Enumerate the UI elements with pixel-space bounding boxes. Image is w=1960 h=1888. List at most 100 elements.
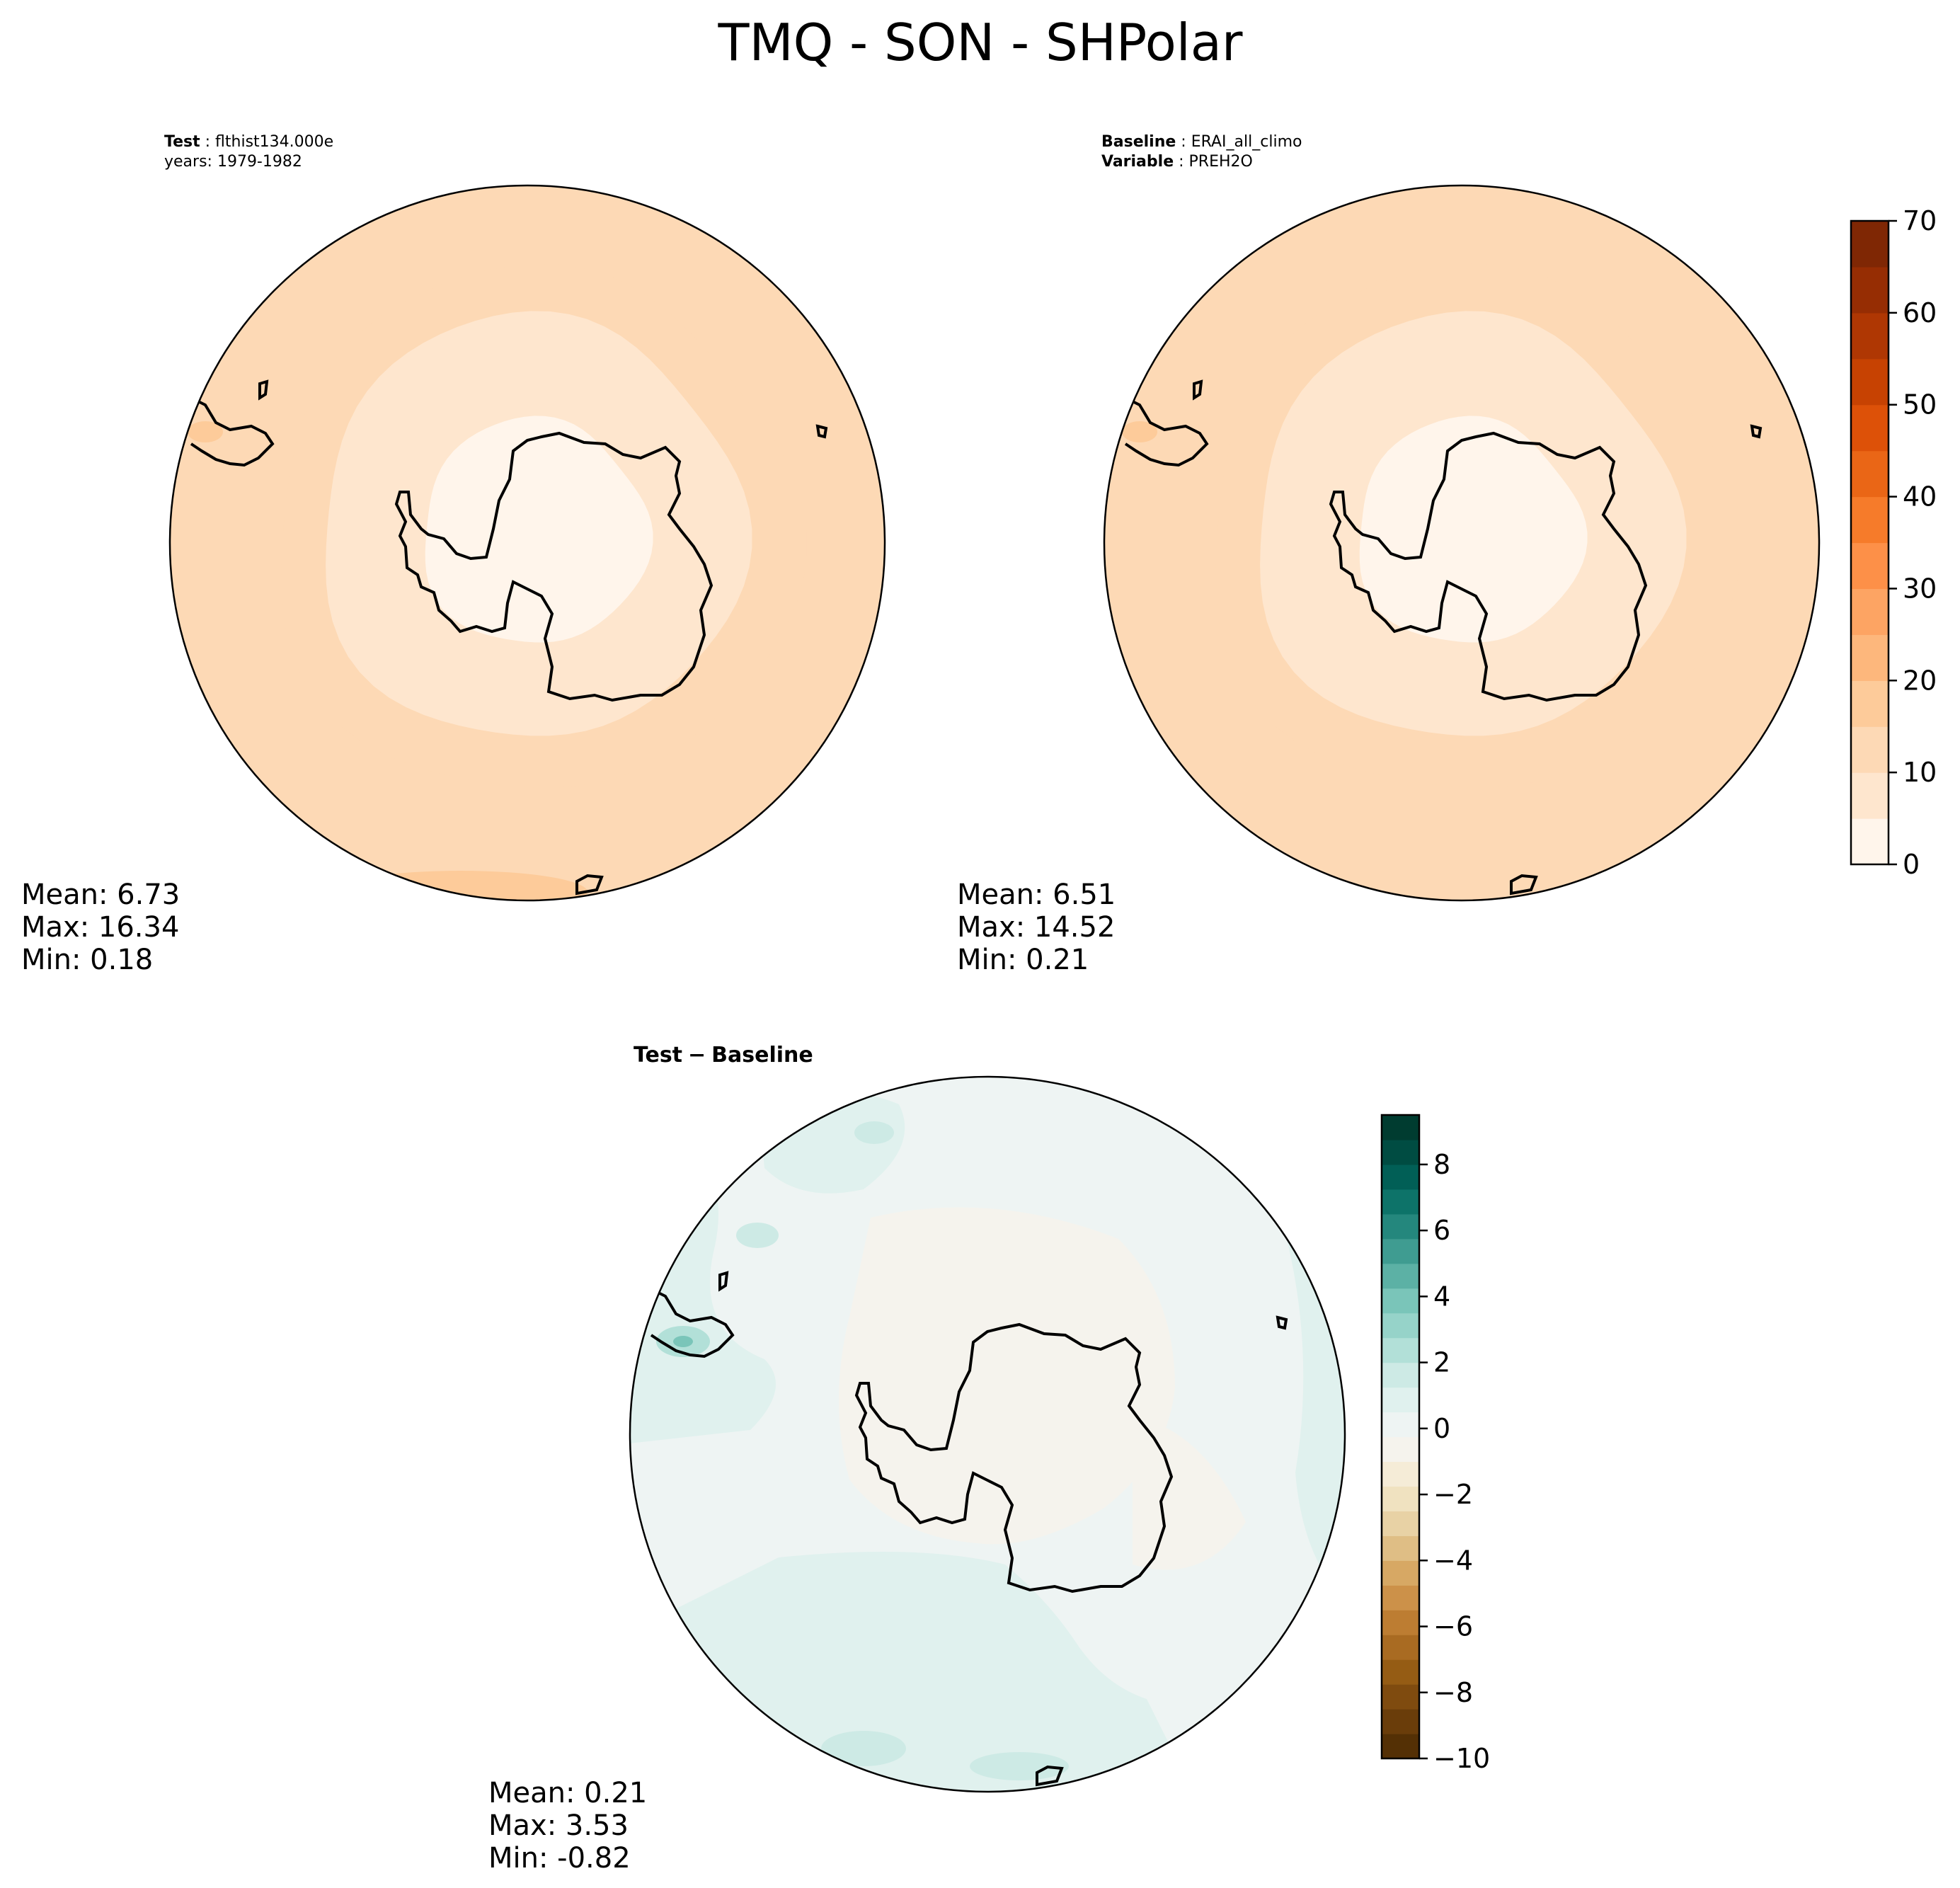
colorbar-segment [1851,542,1889,590]
baseline-min: Min: 0.21 [957,944,1089,976]
main-colorbar-frame [1850,219,1890,866]
baseline-max: Max: 14.52 [957,911,1115,944]
colorbar-segment [1382,1461,1419,1487]
colorbar-tick-label: −10 [1433,1743,1490,1774]
colorbar-segment [1382,1486,1419,1511]
colorbar-segment [1382,1635,1419,1660]
colorbar-segment [1382,1362,1419,1388]
colorbar-segment [1382,1684,1419,1710]
baseline-label-sep: : [1176,133,1191,151]
colorbar-segment [1851,221,1889,268]
baseline-label-key: Baseline [1101,133,1176,151]
colorbar-segment [1382,1213,1419,1240]
colorbar-segment [1382,1560,1419,1586]
colorbar-tick-label: 8 [1433,1149,1450,1180]
colorbar-segment [1382,1238,1419,1264]
baseline-map-boundary [1103,184,1821,902]
test-max: Max: 16.34 [21,911,179,944]
test-years: years: 1979-1982 [164,153,302,171]
baseline-variable-value: PREH2O [1189,153,1253,171]
baseline-island-c [1510,874,1538,896]
main-colorbar-segments [1851,221,1889,865]
colorbar-tick-label: −8 [1433,1677,1473,1708]
colorbar-segment [1382,1288,1419,1314]
baseline-mean: Mean: 6.51 [957,879,1116,911]
baseline-island-b [1750,424,1763,439]
baseline-contour-rings [1104,185,1819,900]
test-map [170,185,885,900]
colorbar-segment [1382,1734,1419,1759]
test-label: Test : flthist134.000e [164,133,333,151]
test-min: Min: 0.18 [21,944,153,976]
colorbar-tick-label: 50 [1903,389,1937,420]
difference-teal-spot-1 [854,1121,894,1144]
baseline-variable-key: Variable [1101,153,1174,171]
colorbar-segment [1382,1535,1419,1561]
difference-title-right: Baseline [711,1043,813,1068]
difference-island-b [1276,1315,1288,1330]
difference-colorbar-segments [1382,1115,1419,1759]
colorbar-segment [1382,1164,1419,1190]
difference-teal-spot-2 [736,1223,779,1248]
colorbar-tick-label: −4 [1433,1545,1473,1576]
colorbar-segment [1851,496,1889,544]
colorbar-segment [1382,1387,1419,1413]
difference-island-a [718,1271,729,1292]
colorbar-segment [1851,358,1889,406]
colorbar-segment [1382,1139,1419,1165]
test-south-america-coast [190,396,275,467]
colorbar-segment [1851,818,1889,865]
difference-min: Min: -0.82 [488,1842,631,1875]
baseline-label: Baseline : ERAI_all_climo [1101,133,1302,151]
difference-map-boundary [629,1075,1346,1793]
colorbar-segment [1851,726,1889,773]
colorbar-tick-label: 6 [1433,1215,1450,1246]
colorbar-segment [1382,1436,1419,1463]
colorbar-segment [1851,312,1889,360]
test-panel: Test : flthist134.000e years: 1979-1982 … [21,133,886,976]
difference-panel: Test − Baseline Mean: 0.2 [488,1043,1346,1875]
difference-teal-spot-5 [970,1752,1069,1780]
contour-ring-interior [425,416,653,643]
test-island-a [258,379,269,401]
colorbar-segment [1851,772,1889,819]
colorbar-segment [1382,1115,1419,1140]
difference-east-teal-band [1281,1203,1345,1600]
colorbar-tick-label: 0 [1433,1413,1450,1444]
main-colorbar-ticks: 0 10 20 30 40 50 60 70 [1889,205,1937,880]
colorbar-segment [1382,1610,1419,1635]
test-island-c [575,874,604,896]
baseline-island-a [1193,379,1203,401]
colorbar-tick-label: 40 [1903,481,1937,513]
colorbar-tick-label: 20 [1903,665,1937,696]
difference-island-c [1036,1765,1064,1787]
colorbar-segment [1382,1659,1419,1685]
difference-title-op: − [688,1043,706,1068]
difference-south-america-coast [650,1288,735,1358]
difference-title: Test − Baseline [634,1043,813,1068]
colorbar-tick-label: 10 [1903,757,1937,788]
test-map-boundary [168,184,886,902]
colorbar-segment [1851,266,1889,314]
difference-max: Max: 3.53 [488,1809,629,1842]
baseline-south-america-coast [1124,396,1209,467]
difference-colorbar: 8 6 4 2 0 −2 −4 −6 −8 −10 [1380,1114,1490,1774]
contour-ring-interior [1359,416,1588,643]
difference-mean: Mean: 0.21 [488,1777,647,1809]
difference-teal-spot-6 [821,1731,906,1766]
test-contour-rings [170,185,885,900]
test-label-key: Test [164,133,200,151]
colorbar-tick-label: 70 [1903,205,1937,236]
colorbar-tick-label: −6 [1433,1611,1473,1642]
colorbar-tick-label: −2 [1433,1479,1473,1510]
difference-teal-spot-4 [673,1336,693,1347]
difference-colorbar-ticks: 8 6 4 2 0 −2 −4 −6 −8 −10 [1419,1149,1490,1774]
colorbar-segment [1851,680,1889,727]
colorbar-segment [1382,1412,1419,1438]
colorbar-tick-label: 0 [1903,849,1920,880]
baseline-warm-patch-west [1122,421,1157,442]
test-warm-patch [333,871,588,900]
colorbar-segment [1851,450,1889,498]
difference-colorbar-frame [1380,1114,1421,1760]
